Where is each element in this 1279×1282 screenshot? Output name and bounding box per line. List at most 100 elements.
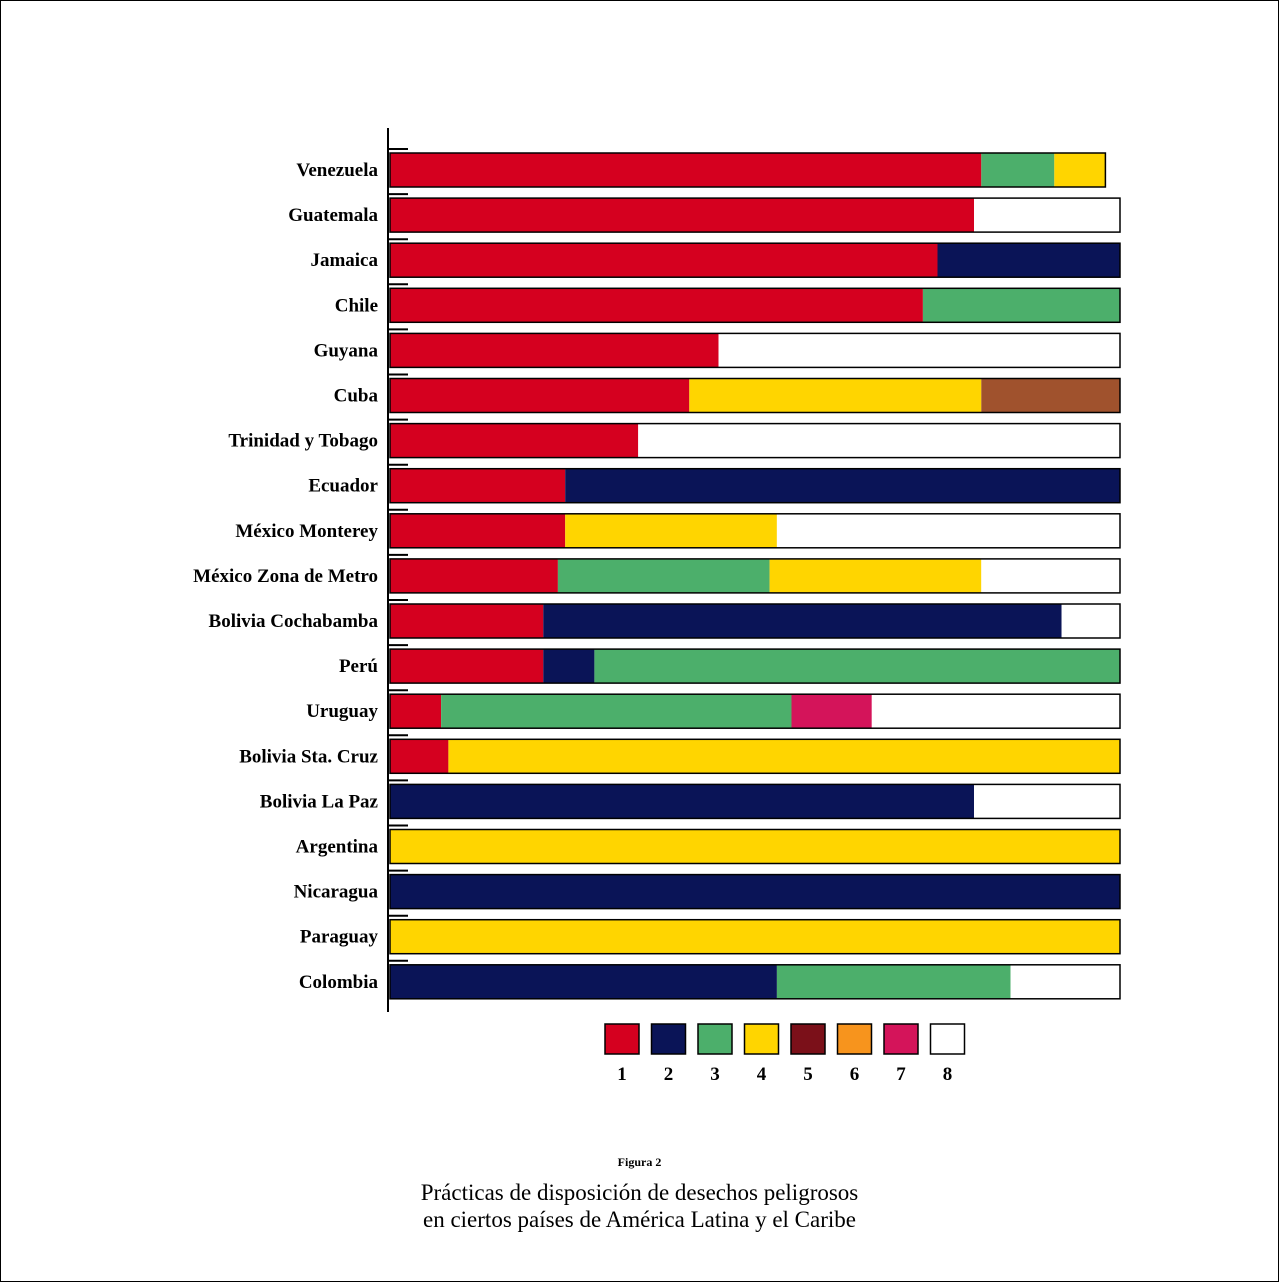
bar-outline xyxy=(389,467,1121,504)
bar-segment-4 xyxy=(689,378,982,413)
bar-outline xyxy=(389,693,1121,729)
bar-segment-4 xyxy=(390,829,1120,864)
bar-outline xyxy=(389,873,1121,910)
category-label: México Zona de Metro xyxy=(193,566,378,587)
bar-segment-1 xyxy=(390,694,442,729)
bar-segment-8 xyxy=(974,784,1120,819)
category-label: Guyana xyxy=(314,340,379,361)
bar-segment-4 xyxy=(565,513,777,548)
legend-label-4: 4 xyxy=(757,1064,767,1085)
bar-outline xyxy=(389,603,1121,639)
legend-label-3: 3 xyxy=(710,1064,720,1085)
bar-segment-4 xyxy=(1054,153,1106,187)
bar-segment-7 xyxy=(791,694,872,729)
bar-segment-8 xyxy=(871,694,1120,729)
bar-segment-1 xyxy=(390,243,938,278)
bar-segment-3 xyxy=(922,288,1120,323)
bar-segment-8 xyxy=(974,198,1120,233)
bar-segment-8 xyxy=(776,513,1120,548)
category-label: Cuba xyxy=(334,386,379,407)
legend-label-1: 1 xyxy=(617,1064,627,1085)
bar-segment-1 xyxy=(390,378,690,413)
legend-swatch-8 xyxy=(929,1023,966,1055)
bar-segment-1 xyxy=(390,333,719,368)
bar-segment-5 xyxy=(981,378,1120,413)
bar-segment-1 xyxy=(390,423,639,458)
legend-swatch-5 xyxy=(790,1023,826,1055)
bar-outline xyxy=(389,377,1121,414)
bar-outline xyxy=(389,828,1121,865)
stacked-bar-chart: Venezuela Guatemala Jamaica Chile Guyana Cuba… xyxy=(193,128,1121,1085)
figure-title-line-1: Prácticas de disposición de desechos pel… xyxy=(420,1180,859,1205)
bar-segment-8 xyxy=(718,333,1120,368)
bar-outline xyxy=(389,964,1121,1000)
category-label: Bolivia Sta. Cruz xyxy=(239,746,378,767)
figure-caption: Figura 2 Prácticas de disposición de des… xyxy=(0,1153,1279,1233)
bar-segment-1 xyxy=(390,604,544,638)
bar-outline xyxy=(389,287,1121,324)
category-label: Argentina xyxy=(296,837,379,858)
category-label: Jamaica xyxy=(310,250,378,271)
bar-segment-2 xyxy=(543,604,1062,638)
category-label: México Monterey xyxy=(235,521,378,542)
legend-swatch-6 xyxy=(836,1023,873,1055)
legend-label-8: 8 xyxy=(943,1064,953,1085)
bar-segment-2 xyxy=(390,784,974,819)
figure-title: Prácticas de disposición de desechos pel… xyxy=(0,1179,1279,1233)
bar-segment-2 xyxy=(937,243,1120,278)
category-label: Paraguay xyxy=(300,927,379,948)
legend-swatch-4 xyxy=(743,1023,780,1055)
category-label: Bolivia Cochabamba xyxy=(209,611,379,632)
bar-outline xyxy=(389,783,1121,820)
bar-segment-3 xyxy=(441,694,792,729)
bar-segment-2 xyxy=(390,964,777,999)
bar-segment-8 xyxy=(1061,604,1120,638)
bar-segment-1 xyxy=(390,288,923,323)
category-label: Ecuador xyxy=(308,476,378,497)
category-label: Venezuela xyxy=(296,160,378,181)
legend-swatch-2 xyxy=(650,1023,687,1055)
bar-outline xyxy=(389,738,1121,775)
bar-segment-3 xyxy=(594,649,1120,684)
bar-segment-1 xyxy=(390,153,982,187)
figure-title-line-2: en ciertos países de América Latina y el… xyxy=(423,1207,856,1232)
bar-segment-3 xyxy=(557,558,770,593)
legend-label-5: 5 xyxy=(803,1064,813,1085)
category-label: Nicaragua xyxy=(294,882,379,903)
bar-segment-1 xyxy=(390,739,449,774)
bar-outline xyxy=(389,918,1121,955)
category-label: Guatemala xyxy=(288,205,378,226)
bar-segment-4 xyxy=(390,919,1120,954)
category-label: Colombia xyxy=(299,972,379,993)
legend-swatch-3 xyxy=(697,1023,733,1055)
bar-outline xyxy=(389,513,1121,549)
bar-segment-1 xyxy=(390,198,974,233)
bar-outline xyxy=(389,648,1121,684)
bar-outline xyxy=(389,197,1121,233)
category-label: Trinidad y Tobago xyxy=(228,431,378,452)
legend-swatch-1 xyxy=(604,1023,640,1055)
category-label: Bolivia La Paz xyxy=(260,791,379,812)
bar-segment-2 xyxy=(390,874,1120,909)
bar-segment-8 xyxy=(981,558,1120,593)
legend-swatch-7 xyxy=(883,1023,919,1055)
figure-number: Figura 2 xyxy=(617,1155,662,1169)
bar-segment-8 xyxy=(638,423,1120,458)
category-label: Perú xyxy=(339,656,378,677)
bar-segment-1 xyxy=(390,468,566,503)
bar-segment-1 xyxy=(390,649,544,684)
bar-outline xyxy=(389,422,1121,459)
bar-outline xyxy=(389,152,1107,188)
bar-segment-1 xyxy=(390,558,558,593)
bar-segment-3 xyxy=(981,153,1055,187)
bar-segment-4 xyxy=(769,558,982,593)
bar-outline xyxy=(389,242,1121,278)
bar-segment-2 xyxy=(565,468,1120,503)
legend-label-2: 2 xyxy=(664,1064,674,1085)
bar-segment-1 xyxy=(390,513,566,548)
bar-segment-2 xyxy=(543,649,595,684)
legend-label-6: 6 xyxy=(850,1064,860,1085)
bar-segment-3 xyxy=(776,964,1011,999)
category-label: Chile xyxy=(335,295,378,316)
category-label: Uruguay xyxy=(306,701,378,722)
